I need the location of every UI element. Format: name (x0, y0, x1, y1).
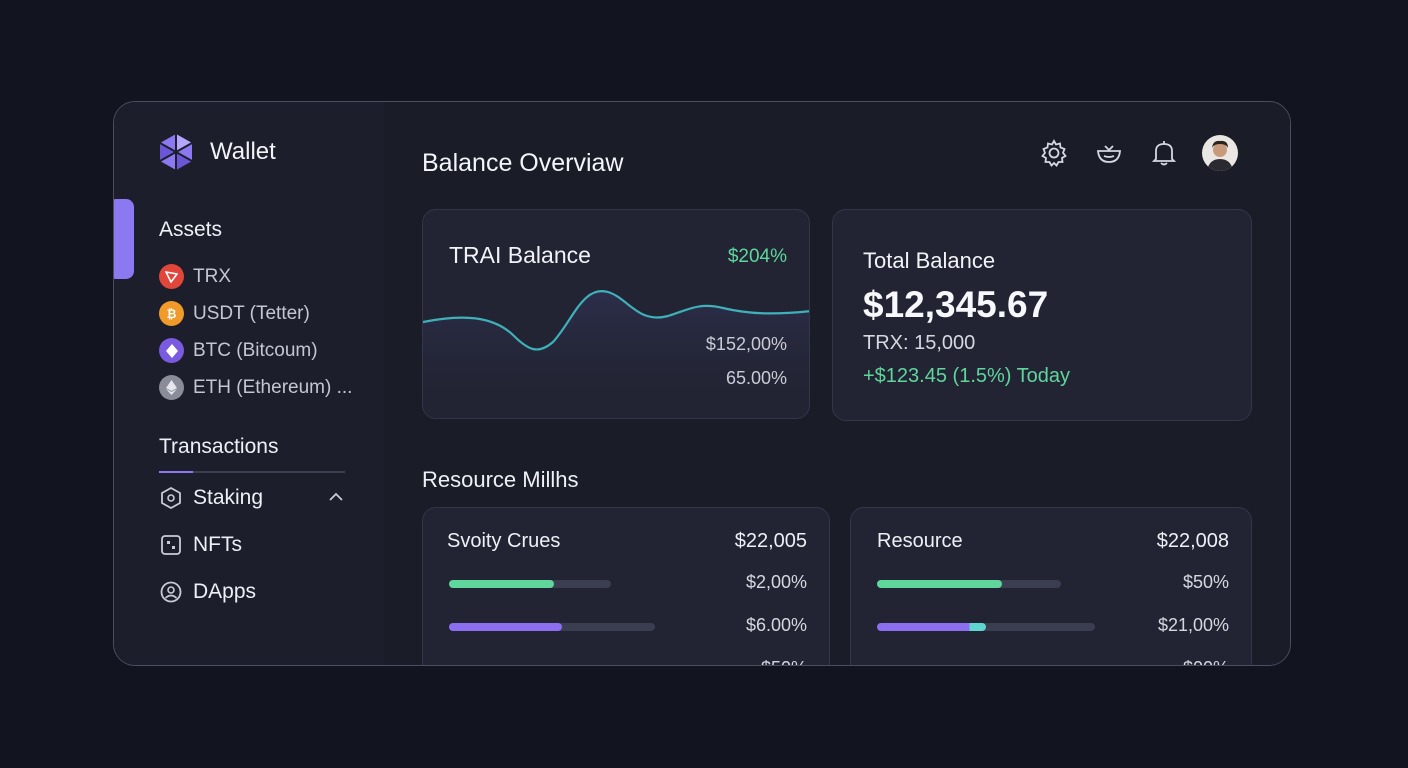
resource-value: $21,00% (1157, 615, 1229, 635)
resource-bar-fill (449, 580, 555, 588)
nav-staking[interactable]: Staking (159, 486, 263, 510)
trai-balance-card[interactable]: TRAI Balance $204% $152,00% 65.00% (422, 209, 810, 419)
resource-value: $00% (1183, 658, 1229, 665)
trx-balance: TRX: 15,000 (863, 332, 976, 354)
assets-label[interactable]: Assets (159, 218, 223, 241)
staking-icon (159, 486, 183, 510)
nav-nfts[interactable]: NFTs (159, 533, 242, 557)
wallet-logo-icon (159, 134, 193, 170)
nav-label: NFTs (193, 533, 242, 556)
resource-bar-fill (877, 623, 986, 631)
usdt-icon: ₿ (159, 301, 184, 326)
today-change: +$123.45 (1.5%) Today (863, 365, 1071, 387)
card-title: Total Balance (863, 248, 996, 273)
asset-label: USDT (Tetter) (193, 302, 310, 324)
nav-label: Staking (193, 486, 264, 509)
btc-icon (159, 338, 184, 363)
asset-label: ETH (Ethereum) ... (193, 376, 353, 398)
resource-bar-fill (449, 623, 563, 631)
resource-name: Svoity Crues (447, 530, 561, 552)
transactions-label[interactable]: Transactions (159, 435, 279, 458)
avatar[interactable] (1202, 135, 1238, 171)
asset-eth[interactable]: ETH (Ethereum) ... (159, 375, 352, 400)
resource-total: $22,008 (1156, 530, 1229, 552)
gear-icon[interactable] (1038, 137, 1070, 169)
trai-change: $204% (727, 246, 787, 267)
resource-bar (449, 623, 655, 631)
card-title: TRAI Balance (449, 242, 591, 268)
asset-usdt[interactable]: ₿ USDT (Tetter) (159, 301, 310, 326)
page-title: Balance Overviaw (422, 149, 624, 177)
nfts-icon (159, 533, 183, 557)
nav-label: DApps (193, 580, 257, 603)
resource-value: $2,00% (745, 572, 807, 592)
resource-bar (877, 623, 1095, 631)
resource-value: $6.00% (745, 615, 807, 635)
resource-total: $22,005 (734, 530, 807, 552)
asset-btc[interactable]: BTC (Bitcoum) (159, 338, 318, 363)
total-balance-card[interactable]: Total Balance $12,345.67 TRX: 15,000 +$1… (832, 209, 1252, 421)
active-indicator (114, 199, 134, 279)
resource-card[interactable]: Svoity Crues $22,005 $2,00% $6.00% $50% (422, 507, 830, 665)
nav-dapps[interactable]: DApps (159, 580, 256, 604)
asset-label: TRX (193, 265, 231, 287)
trai-value-1: $152,00% (705, 334, 787, 354)
resource-name: Resource (877, 530, 963, 552)
transactions-divider (159, 471, 345, 473)
app-logo[interactable]: Wallet (158, 132, 276, 172)
app-title: Wallet (210, 138, 276, 165)
resource-value: $50% (1182, 572, 1229, 592)
chevron-up-icon[interactable] (327, 491, 345, 503)
transactions-divider-accent (159, 471, 193, 473)
bowl-icon[interactable] (1093, 137, 1125, 169)
sidebar: Wallet Assets TRX ₿ USDT (Tetter) BTC (B… (114, 102, 384, 665)
resources-title: Resource Millhs (422, 467, 579, 492)
total-amount: $12,345.67 (863, 284, 1049, 325)
dapps-icon (159, 580, 183, 604)
resource-bar (877, 580, 1061, 588)
resource-bar-fill (877, 580, 1003, 588)
trai-value-2: 65.00% (725, 368, 787, 388)
main-panel: Balance Overviaw (384, 102, 1290, 665)
asset-trx[interactable]: TRX (159, 264, 231, 289)
trai-sparkline (423, 290, 809, 418)
asset-label: BTC (Bitcoum) (193, 339, 318, 361)
trx-icon (159, 264, 184, 289)
bell-icon[interactable] (1148, 137, 1180, 169)
resource-value: $50% (761, 658, 807, 665)
resource-card[interactable]: Resource $22,008 $50% $21,00% $00% (850, 507, 1252, 665)
resource-bar (449, 580, 611, 588)
eth-icon (159, 375, 184, 400)
wallet-window: Wallet Assets TRX ₿ USDT (Tetter) BTC (B… (113, 101, 1291, 666)
